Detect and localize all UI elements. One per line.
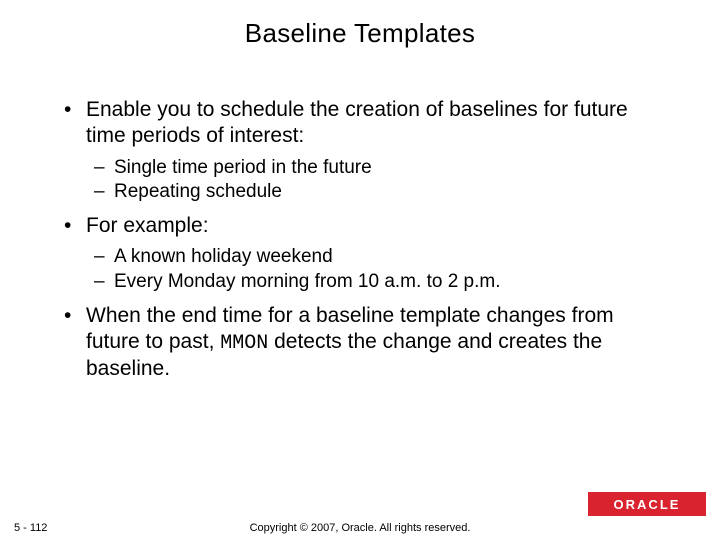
sub-bullet-item: Single time period in the future <box>86 156 662 181</box>
sub-bullet-list: Single time period in the future Repeati… <box>86 156 662 205</box>
bullet-text: For example: <box>86 214 209 237</box>
slide-footer: ORACLE 5 - 112 Copyright © 2007, Oracle.… <box>0 490 720 540</box>
bullet-item: Enable you to schedule the creation of b… <box>58 97 662 205</box>
brand-bar: ORACLE <box>588 492 720 516</box>
sub-bullet-list: A known holiday weekend Every Monday mor… <box>86 245 662 294</box>
sub-bullet-text: Repeating schedule <box>114 181 282 202</box>
sub-bullet-text: Single time period in the future <box>114 157 372 178</box>
sub-bullet-item: Every Monday morning from 10 a.m. to 2 p… <box>86 270 662 295</box>
slide-title: Baseline Templates <box>0 0 720 49</box>
sub-bullet-item: A known holiday weekend <box>86 245 662 270</box>
sub-bullet-text: A known holiday weekend <box>114 246 333 267</box>
bullet-list: Enable you to schedule the creation of b… <box>58 97 662 382</box>
bullet-item: For example: A known holiday weekend Eve… <box>58 213 662 295</box>
oracle-logo: ORACLE <box>588 492 706 516</box>
bullet-text-mono: MMON <box>220 332 268 355</box>
bullet-item: When the end time for a baseline templat… <box>58 303 662 383</box>
slide-content: Enable you to schedule the creation of b… <box>0 49 720 382</box>
bullet-text: Enable you to schedule the creation of b… <box>86 98 628 147</box>
copyright-text: Copyright © 2007, Oracle. All rights res… <box>0 522 720 534</box>
sub-bullet-text: Every Monday morning from 10 a.m. to 2 p… <box>114 271 501 292</box>
slide-container: Baseline Templates Enable you to schedul… <box>0 0 720 540</box>
sub-bullet-item: Repeating schedule <box>86 180 662 205</box>
